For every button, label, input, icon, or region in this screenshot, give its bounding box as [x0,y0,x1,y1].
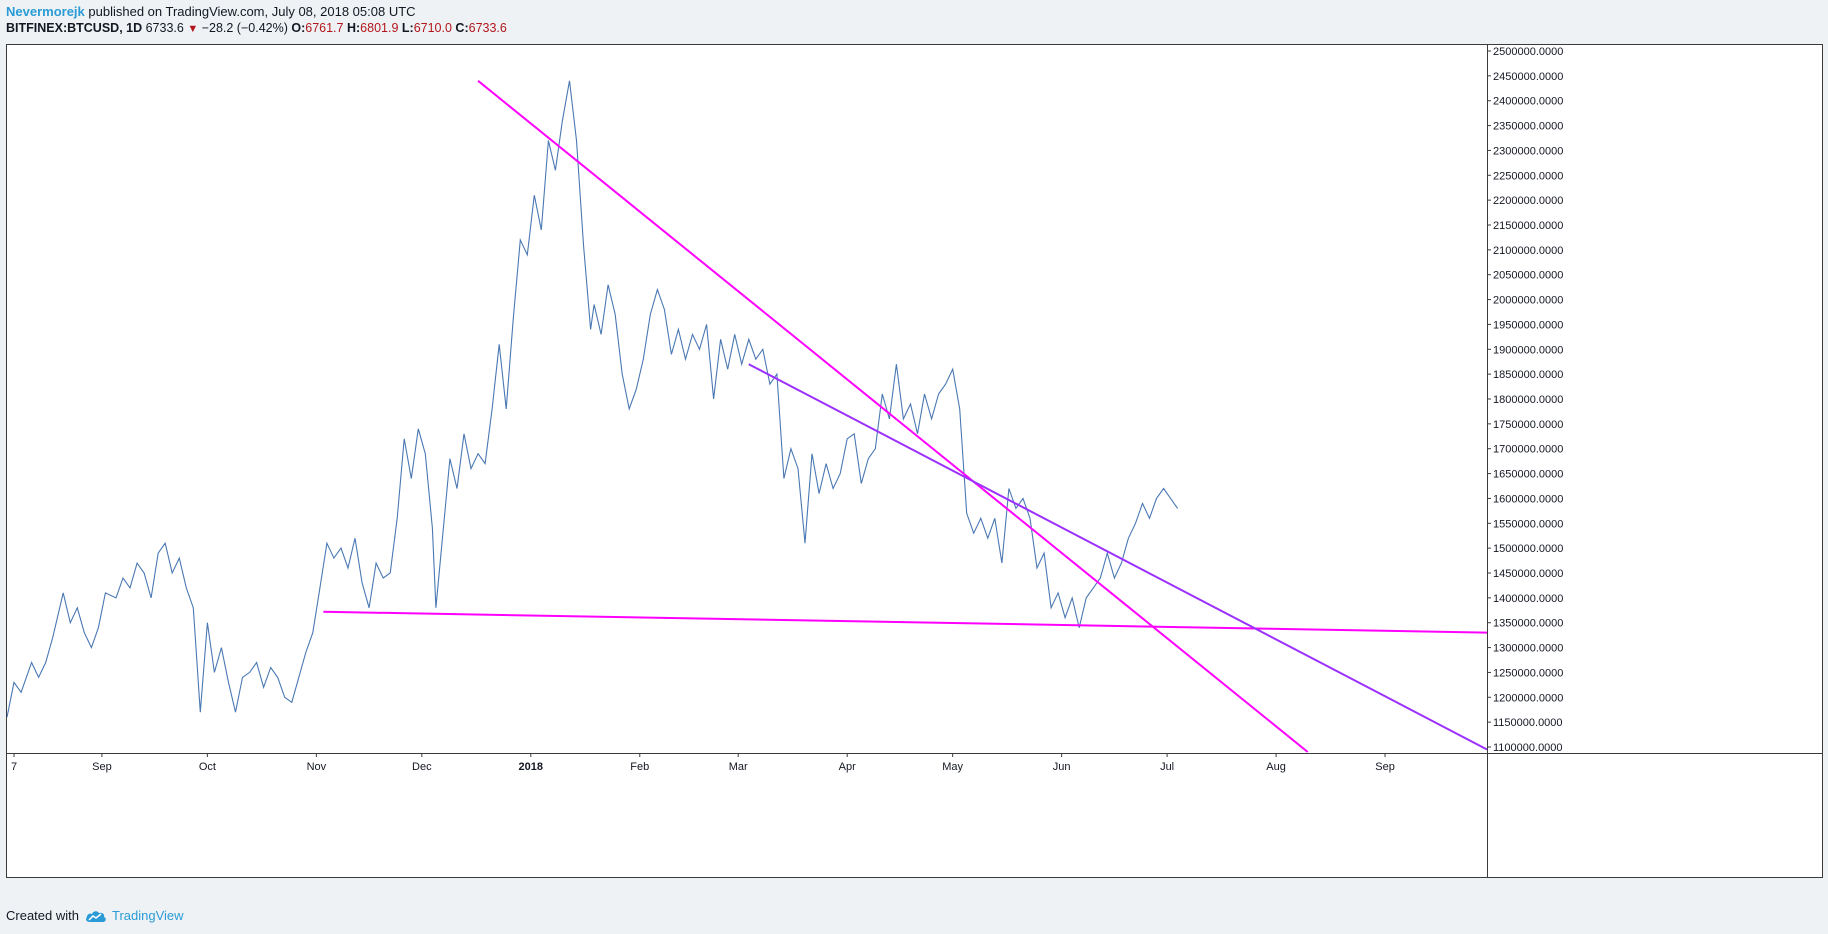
y-tick-label: 1600000.0000 [1493,493,1563,505]
x-tick-label: Oct [199,761,216,773]
y-tick-label: 1350000.0000 [1493,618,1563,630]
y-tick-label: 2350000.0000 [1493,121,1563,133]
y-tick-label: 2500000.0000 [1493,46,1563,58]
trendline-3 [748,363,1487,751]
down-arrow-icon: ▼ [187,23,199,35]
y-tick-label: 1850000.0000 [1493,369,1563,381]
y-tick-label: 1150000.0000 [1493,717,1563,729]
y-tick-label: 2450000.0000 [1493,71,1563,83]
x-tick-label: Aug [1266,761,1286,773]
x-tick-label: Sep [1375,761,1395,773]
trendline-2 [477,80,1309,753]
x-tick-label: Dec [412,761,432,773]
x-tick-label: Jul [1160,761,1174,773]
x-tick-label: Feb [630,761,649,773]
y-tick-label: 2050000.0000 [1493,270,1563,282]
footer: Created with TradingView [6,908,184,923]
y-tick-label: 1950000.0000 [1493,319,1563,331]
y-tick-label: 2400000.0000 [1493,96,1563,108]
x-tick-label: Nov [307,761,327,773]
y-tick-label: 1650000.0000 [1493,469,1563,481]
symbol-info-line: BITFINEX:BTCUSD, 1D 6733.6 ▼ −28.2 (−0.4… [6,21,507,35]
published-text: published on TradingView.com, July 08, 2… [88,4,416,19]
x-tick-label: Mar [729,761,748,773]
y-tick-label: 1800000.0000 [1493,394,1563,406]
y-tick-label: 1550000.0000 [1493,518,1563,530]
y-tick-label: 1300000.0000 [1493,643,1563,655]
x-tick-label: 2018 [519,761,543,773]
trendline-1 [323,610,1487,634]
tradingview-brand: TradingView [111,908,184,923]
y-tick-label: 1250000.0000 [1493,667,1563,679]
price-chart[interactable]: 2500000.0000 2450000.0000 2400000.0000 2350… [7,45,1822,877]
price-change: −28.2 (−0.42%) [201,21,288,35]
y-tick-label: 2100000.0000 [1493,245,1563,257]
x-tick-label: Sep [92,761,112,773]
y-tick-label: 1750000.0000 [1493,419,1563,431]
y-tick-label: 2250000.0000 [1493,170,1563,182]
y-tick-label: 1900000.0000 [1493,344,1563,356]
low-label: L: [401,21,414,35]
y-tick-label: 2300000.0000 [1493,145,1563,157]
open-label: O: [291,21,306,35]
author-link[interactable]: Nevermorejk [6,4,85,19]
price-line [7,80,1179,718]
chart-panel[interactable]: 2500000.0000 2450000.0000 2400000.0000 2350… [6,44,1823,878]
last-price: 6733.6 [145,21,184,35]
publish-info: Nevermorejk published on TradingView.com… [6,4,416,19]
y-tick-label: 1450000.0000 [1493,568,1563,580]
high-value: 6801.9 [360,21,399,35]
y-tick-label: 1400000.0000 [1493,593,1563,605]
y-tick-label: 2150000.0000 [1493,220,1563,232]
tradingview-link[interactable]: TradingView [85,908,184,923]
x-tick-label: May [942,761,963,773]
x-tick-label: 7 [11,761,17,773]
low-value: 6710.0 [413,21,452,35]
y-tick-label: 1200000.0000 [1493,692,1563,704]
x-tick-label: Jun [1053,761,1071,773]
y-tick-label: 2000000.0000 [1493,295,1563,307]
close-value: 6733.6 [468,21,507,35]
x-tick-label: Apr [839,761,856,773]
tradingview-cloud-icon [85,910,106,922]
y-tick-label: 1700000.0000 [1493,444,1563,456]
high-label: H: [346,21,361,35]
open-value: 6761.7 [305,21,344,35]
created-with-text: Created with [6,908,79,923]
y-tick-label: 2200000.0000 [1493,195,1563,207]
symbol-label: BITFINEX:BTCUSD, 1D [6,21,143,35]
y-tick-label: 1100000.0000 [1493,742,1563,754]
close-label: C: [455,21,469,35]
y-tick-label: 1500000.0000 [1493,543,1563,555]
